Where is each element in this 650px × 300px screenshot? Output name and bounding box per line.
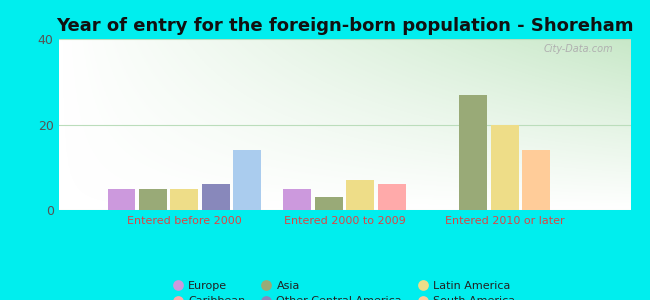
- Bar: [378, 184, 406, 210]
- Bar: [315, 197, 343, 210]
- Bar: [523, 150, 550, 210]
- Bar: [139, 189, 166, 210]
- Bar: [460, 94, 487, 210]
- Bar: [202, 184, 229, 210]
- Bar: [233, 150, 261, 210]
- Bar: [170, 189, 198, 210]
- Bar: [108, 189, 135, 210]
- Legend: Europe, Caribbean, Other, Asia, Other Central America, Latin America, South Amer: Europe, Caribbean, Other, Asia, Other Ce…: [170, 277, 519, 300]
- Title: Year of entry for the foreign-born population - Shoreham: Year of entry for the foreign-born popul…: [56, 17, 633, 35]
- Bar: [491, 124, 519, 210]
- Text: City-Data.com: City-Data.com: [543, 44, 614, 54]
- Bar: [346, 180, 374, 210]
- Bar: [283, 189, 311, 210]
